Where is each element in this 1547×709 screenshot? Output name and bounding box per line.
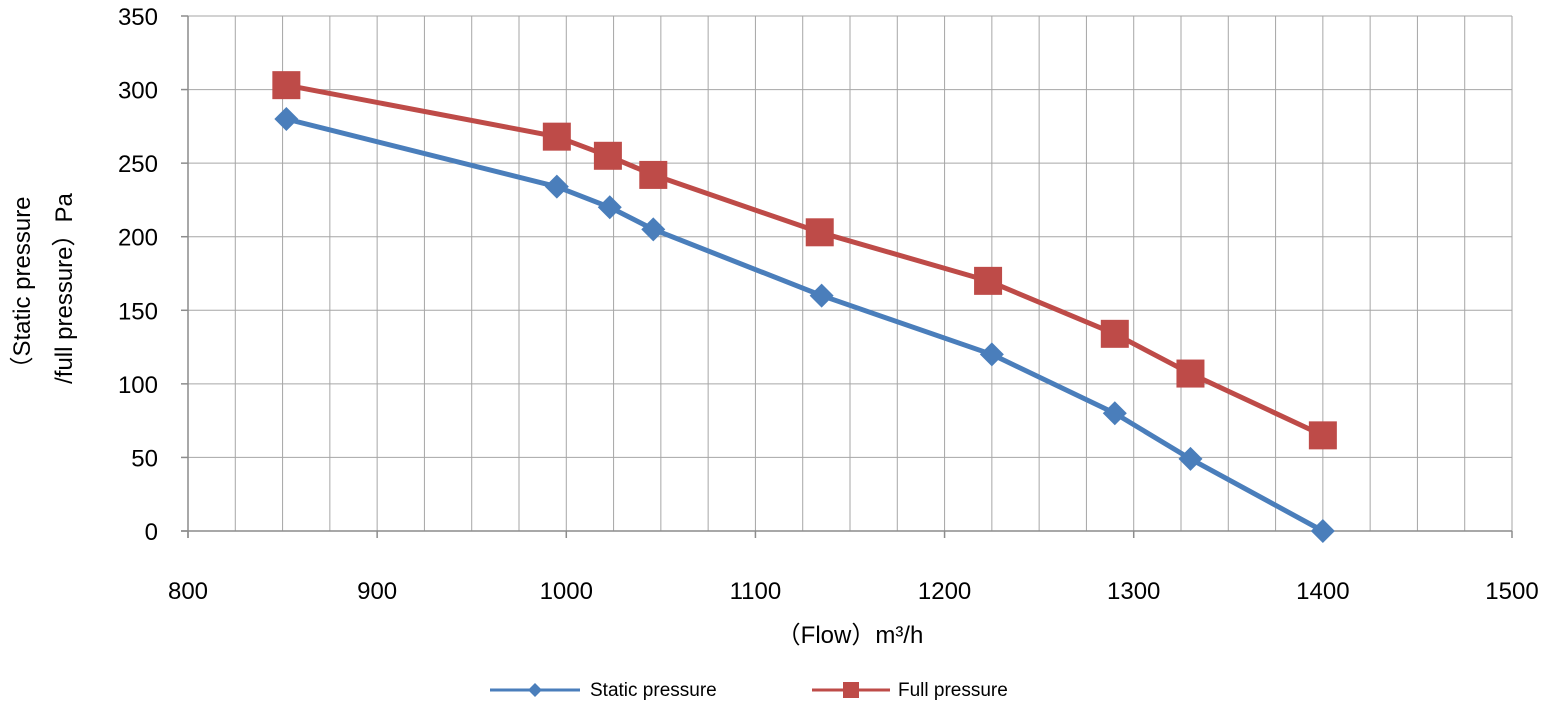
x-tick-label: 800 <box>168 578 208 605</box>
x-tick-label: 1400 <box>1296 578 1349 605</box>
y-tick-label: 100 <box>118 372 158 399</box>
legend-marker-square <box>843 682 859 698</box>
y-tick-label: 50 <box>131 445 158 472</box>
data-point-square <box>974 266 1003 295</box>
x-tick-label: 1000 <box>540 578 593 605</box>
x-tick-label: 1100 <box>730 578 782 605</box>
data-point-diamond <box>544 174 569 199</box>
tick-labels: 800 900 1000 1100 1200 1300 1400 1500 0 50 100 150 2… <box>118 4 1539 605</box>
data-point-square <box>1308 421 1337 450</box>
x-tick-label: 1500 <box>1485 578 1538 605</box>
data-point-square <box>272 71 301 100</box>
x-tick-label: 900 <box>357 578 397 605</box>
series-line <box>285 116 1325 534</box>
series-full-pressure <box>272 71 1337 450</box>
data-point-diamond <box>1102 401 1127 426</box>
y-tick-label: 350 <box>118 4 158 31</box>
y-axis-title: （Static pressure /full pressure）Pa <box>9 192 78 383</box>
grid <box>188 15 1513 531</box>
data-point-square <box>639 160 668 189</box>
data-point-diamond <box>1178 446 1203 471</box>
legend-marker-diamond <box>528 683 542 697</box>
legend: Static pressure Full pressure <box>490 680 1008 701</box>
series <box>272 71 1337 543</box>
legend-label-full-pressure: Full pressure <box>898 680 1008 701</box>
y-axis-title-line-2: /full pressure）Pa <box>51 192 78 383</box>
series-static-pressure <box>274 107 1335 543</box>
y-tick-label: 0 <box>145 519 158 546</box>
legend-item-static-pressure: Static pressure <box>490 680 717 701</box>
y-tick-label: 250 <box>118 151 158 178</box>
y-tick-label: 300 <box>118 78 158 105</box>
data-point-square <box>542 122 571 151</box>
y-tick-label: 150 <box>118 298 158 325</box>
data-point-diamond <box>641 217 666 242</box>
data-point-square <box>1100 319 1129 348</box>
data-point-square <box>805 218 834 247</box>
y-tick-label: 200 <box>118 225 158 252</box>
data-point-diamond <box>597 195 622 220</box>
x-tick-label: 1200 <box>918 578 971 605</box>
data-point-square <box>1176 359 1205 388</box>
data-point-diamond <box>274 107 299 131</box>
data-point-diamond <box>979 342 1004 367</box>
x-axis-title: （Flow）m³/h <box>777 622 924 649</box>
y-axis-title-line-1: （Static pressure <box>9 196 36 380</box>
axes <box>181 15 1513 538</box>
legend-item-full-pressure: Full pressure <box>812 680 1008 701</box>
x-tick-label: 1300 <box>1107 578 1160 605</box>
legend-label-static-pressure: Static pressure <box>590 680 717 701</box>
data-point-square <box>593 141 622 170</box>
data-point-diamond <box>809 283 834 308</box>
data-point-diamond <box>1310 519 1335 543</box>
series-line <box>285 82 1324 438</box>
